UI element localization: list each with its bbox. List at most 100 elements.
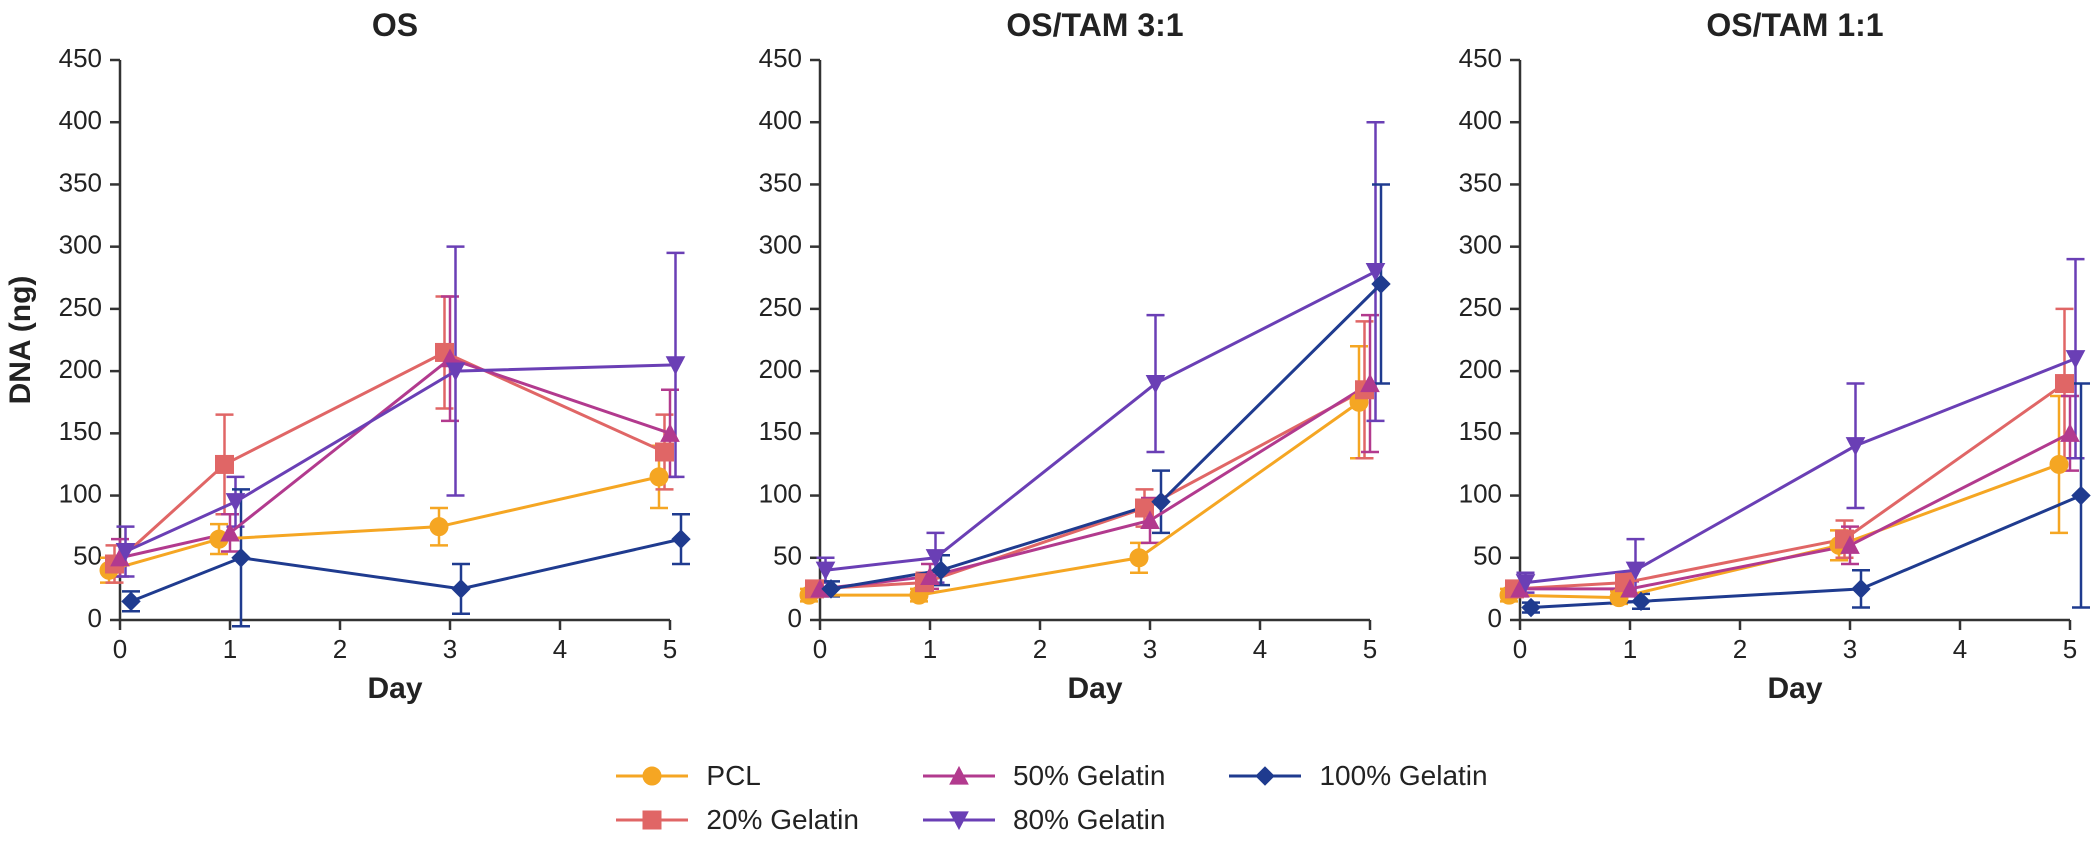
- series-line: [109, 477, 659, 570]
- legend-label: 50% Gelatin: [1013, 760, 1166, 792]
- series-marker: [1852, 580, 1870, 598]
- x-tick-label: 5: [1363, 634, 1377, 664]
- y-axis-label: DNA (ng): [4, 276, 37, 405]
- legend-label: 80% Gelatin: [1013, 804, 1166, 836]
- series-marker: [122, 592, 140, 610]
- y-tick-label: 250: [59, 292, 102, 322]
- x-tick-label: 4: [1253, 634, 1267, 664]
- y-tick-label: 400: [759, 105, 802, 135]
- legend-item: 80% Gelatin: [919, 804, 1166, 836]
- series-line: [131, 539, 681, 601]
- y-tick-label: 300: [759, 230, 802, 260]
- figure: OS050100150200250300350400450012345DayDN…: [0, 0, 2100, 846]
- y-tick-label: 400: [1459, 105, 1502, 135]
- legend-swatch: [919, 806, 999, 834]
- series-marker: [1522, 599, 1540, 617]
- y-tick-label: 450: [759, 43, 802, 73]
- x-tick-label: 2: [1033, 634, 1047, 664]
- y-tick-label: 0: [88, 603, 102, 633]
- series-line: [1509, 464, 2059, 597]
- x-axis-label: Day: [1067, 672, 1122, 705]
- panel-title: OS/TAM 1:1: [1706, 7, 1883, 43]
- panel-title: OS: [372, 7, 418, 43]
- series-marker: [2050, 455, 2068, 473]
- y-tick-label: 400: [59, 105, 102, 135]
- legend-label: 100% Gelatin: [1319, 760, 1487, 792]
- x-tick-label: 2: [1733, 634, 1747, 664]
- series-marker: [672, 530, 690, 548]
- y-tick-label: 100: [59, 478, 102, 508]
- series-line: [815, 390, 1365, 589]
- series-line: [115, 352, 665, 564]
- series-line: [831, 284, 1381, 589]
- x-axis-label: Day: [1767, 672, 1822, 705]
- legend-swatch: [612, 806, 692, 834]
- y-tick-label: 50: [1473, 541, 1502, 571]
- x-tick-label: 5: [663, 634, 677, 664]
- panels-row: OS050100150200250300350400450012345DayDN…: [0, 0, 2100, 720]
- series-marker: [656, 443, 674, 461]
- y-tick-label: 250: [759, 292, 802, 322]
- series-marker: [2067, 351, 2085, 368]
- x-tick-label: 3: [443, 634, 457, 664]
- legend-label: PCL: [706, 760, 760, 792]
- chart-panel: OS050100150200250300350400450012345DayDN…: [0, 0, 700, 720]
- legend-item: 100% Gelatin: [1225, 760, 1487, 792]
- x-tick-label: 3: [1143, 634, 1157, 664]
- y-tick-label: 450: [59, 43, 102, 73]
- x-tick-label: 3: [1843, 634, 1857, 664]
- y-tick-label: 350: [759, 167, 802, 197]
- y-tick-label: 350: [59, 167, 102, 197]
- legend: PCL 20% Gelatin 50% Gelatin 80% Gelatin 100%…: [0, 760, 2100, 836]
- x-tick-label: 4: [553, 634, 567, 664]
- series-marker: [430, 518, 448, 536]
- chart-panel: OS/TAM 1:1050100150200250300350400450012…: [1400, 0, 2100, 720]
- legend-column: 100% Gelatin: [1225, 760, 1487, 836]
- series-line: [809, 402, 1359, 595]
- y-tick-label: 250: [1459, 292, 1502, 322]
- chart-panel: OS/TAM 3:1050100150200250300350400450012…: [700, 0, 1400, 720]
- y-tick-label: 100: [1459, 478, 1502, 508]
- y-tick-label: 200: [1459, 354, 1502, 384]
- series-marker: [1847, 438, 1865, 455]
- y-tick-label: 0: [1488, 603, 1502, 633]
- series-marker: [216, 455, 234, 473]
- y-tick-label: 150: [1459, 416, 1502, 446]
- series-line: [820, 384, 1370, 589]
- legend-item: 50% Gelatin: [919, 760, 1166, 792]
- y-tick-label: 200: [759, 354, 802, 384]
- series-marker: [2072, 487, 2090, 505]
- y-tick-label: 300: [1459, 230, 1502, 260]
- y-tick-label: 50: [73, 541, 102, 571]
- y-tick-label: 150: [759, 416, 802, 446]
- legend-swatch: [612, 762, 692, 790]
- x-tick-label: 5: [2063, 634, 2077, 664]
- x-tick-label: 1: [1623, 634, 1637, 664]
- legend-column: PCL 20% Gelatin: [612, 760, 859, 836]
- legend-column: 50% Gelatin 80% Gelatin: [919, 760, 1166, 836]
- y-tick-label: 50: [773, 541, 802, 571]
- x-tick-label: 4: [1953, 634, 1967, 664]
- x-tick-label: 1: [923, 634, 937, 664]
- y-tick-label: 300: [59, 230, 102, 260]
- x-axis-label: Day: [367, 672, 422, 705]
- legend-swatch: [919, 762, 999, 790]
- y-tick-label: 450: [1459, 43, 1502, 73]
- legend-label: 20% Gelatin: [706, 804, 859, 836]
- series-marker: [1130, 549, 1148, 567]
- y-tick-label: 150: [59, 416, 102, 446]
- series-marker: [2056, 375, 2074, 393]
- y-tick-label: 200: [59, 354, 102, 384]
- series-line: [826, 272, 1376, 571]
- x-tick-label: 1: [223, 634, 237, 664]
- legend-swatch: [1225, 762, 1305, 790]
- legend-item: 20% Gelatin: [612, 804, 859, 836]
- series-line: [1520, 433, 2070, 589]
- x-tick-label: 0: [813, 634, 827, 664]
- legend-item: PCL: [612, 760, 859, 792]
- series-marker: [650, 468, 668, 486]
- y-tick-label: 100: [759, 478, 802, 508]
- x-tick-label: 2: [333, 634, 347, 664]
- y-tick-label: 350: [1459, 167, 1502, 197]
- series-line: [126, 365, 676, 552]
